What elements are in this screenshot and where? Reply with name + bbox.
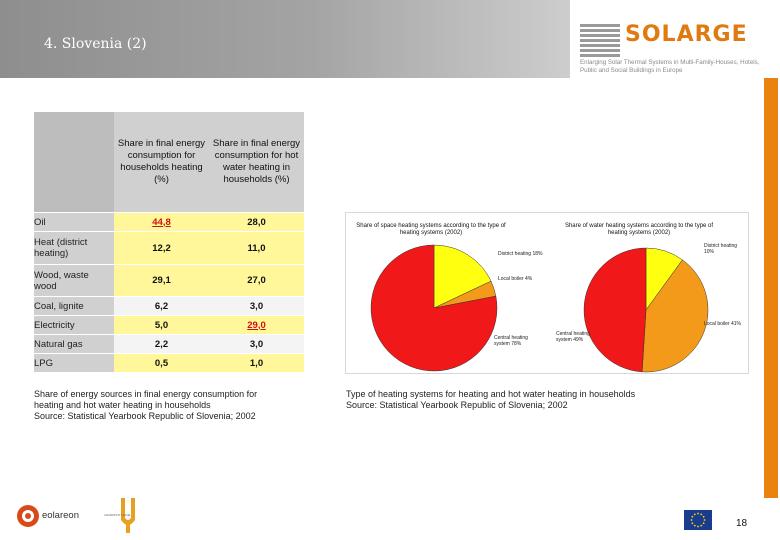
cell-heating: 44,8 <box>114 212 209 232</box>
legend-label: Central heating system 78% <box>494 335 528 347</box>
caption-line: Share of energy sources in final energy … <box>34 389 258 399</box>
energy-share-table: Share in final energy consumption for ho… <box>34 112 304 373</box>
header-hot-water: Share in final energy consumption for ho… <box>209 112 304 213</box>
table-corner <box>34 112 114 213</box>
logo-tagline: Enlarging Solar Thermal Systems in Multi… <box>580 59 760 74</box>
eu-star <box>690 519 693 521</box>
legend-label: Local boiler 4% <box>498 276 533 282</box>
eu-star <box>697 525 699 528</box>
pie-slice-central-heating-system <box>583 247 647 373</box>
eu-star <box>697 512 699 515</box>
cell-heating: 0,5 <box>114 353 209 373</box>
chart-title-space-heating: Share of space heating systems according… <box>356 223 506 236</box>
legend-label: District heating 18% <box>498 251 543 257</box>
charts-caption: Type of heating systems for heating and … <box>346 389 756 411</box>
eu-star <box>702 522 705 525</box>
cell-heating: 29,1 <box>114 264 209 297</box>
university-u-icon <box>121 498 135 533</box>
caption-line: heating and hot water heating in househo… <box>34 400 211 410</box>
row-label: Electricity <box>34 315 114 335</box>
legend-label: District heating 10% <box>704 243 738 255</box>
cell-hot-water: 28,0 <box>209 212 304 232</box>
university-label: UNIVERSITÄT KASSEL <box>104 514 131 517</box>
row-label: Wood, waste wood <box>34 264 114 297</box>
eu-star <box>702 515 705 518</box>
cell-hot-water: 27,0 <box>209 264 304 297</box>
logo-stripes-icon <box>580 24 620 59</box>
row-label: Coal, lignite <box>34 296 114 316</box>
university-logo: UNIVERSITÄT KASSEL <box>104 496 164 536</box>
cell-heating: 12,2 <box>114 231 209 265</box>
cell-hot-water: 11,0 <box>209 231 304 265</box>
title-bar <box>0 0 570 78</box>
table-caption: Share of energy sources in final energy … <box>34 389 324 422</box>
cell-hot-water: 3,0 <box>209 334 304 354</box>
pie-slice-district-heating <box>433 244 492 309</box>
eolareon-swirl-icon <box>17 505 39 527</box>
legend-label: Local boiler 41% <box>704 321 741 327</box>
pie-charts-svg <box>370 244 709 373</box>
cell-hot-water: 29,0 <box>209 315 304 335</box>
eu-star <box>703 519 706 521</box>
row-label: Natural gas <box>34 334 114 354</box>
eu-star <box>700 524 703 527</box>
header-heating: Share in final energy consumption for ho… <box>114 112 209 213</box>
eolareon-text: eolareon <box>42 510 79 521</box>
cell-hot-water: 1,0 <box>209 353 304 373</box>
eu-star <box>700 513 703 516</box>
cell-heating: 2,2 <box>114 334 209 354</box>
caption-line: Source: Statistical Yearbook Republic of… <box>34 411 256 421</box>
row-label: LPG <box>34 353 114 373</box>
logo-wordmark: SOLARGE <box>625 22 748 47</box>
eu-flag-icon <box>684 510 712 530</box>
eu-star <box>693 524 696 527</box>
accent-stripe <box>764 78 778 498</box>
eolareon-logo: eolareon <box>14 500 94 532</box>
row-label: Heat (district heating) <box>34 231 114 265</box>
cell-heating: 5,0 <box>114 315 209 335</box>
pie-slice-central-heating-system <box>370 244 498 372</box>
eu-star <box>691 515 694 518</box>
legend-label: Central heating system 49% <box>556 331 590 343</box>
eu-stars-icon <box>690 512 706 528</box>
caption-line: Type of heating systems for heating and … <box>346 389 636 399</box>
eu-star <box>691 522 694 525</box>
cell-hot-water: 3,0 <box>209 296 304 316</box>
pie-charts-panel: Share of space heating systems according… <box>345 212 749 374</box>
cell-heating: 6,2 <box>114 296 209 316</box>
caption-line: Source: Statistical Yearbook Republic of… <box>346 400 568 410</box>
chart-title-water-heating: Share of water heating systems according… <box>564 223 714 236</box>
pie-slice-local-boiler <box>641 259 709 373</box>
page-number: 18 <box>736 518 748 529</box>
solarge-logo: SOLARGE Enlarging Solar Thermal Systems … <box>580 22 770 82</box>
eu-star <box>693 513 696 516</box>
row-label: Oil <box>34 212 114 232</box>
slide-title: 4. Slovenia (2) <box>44 36 147 52</box>
